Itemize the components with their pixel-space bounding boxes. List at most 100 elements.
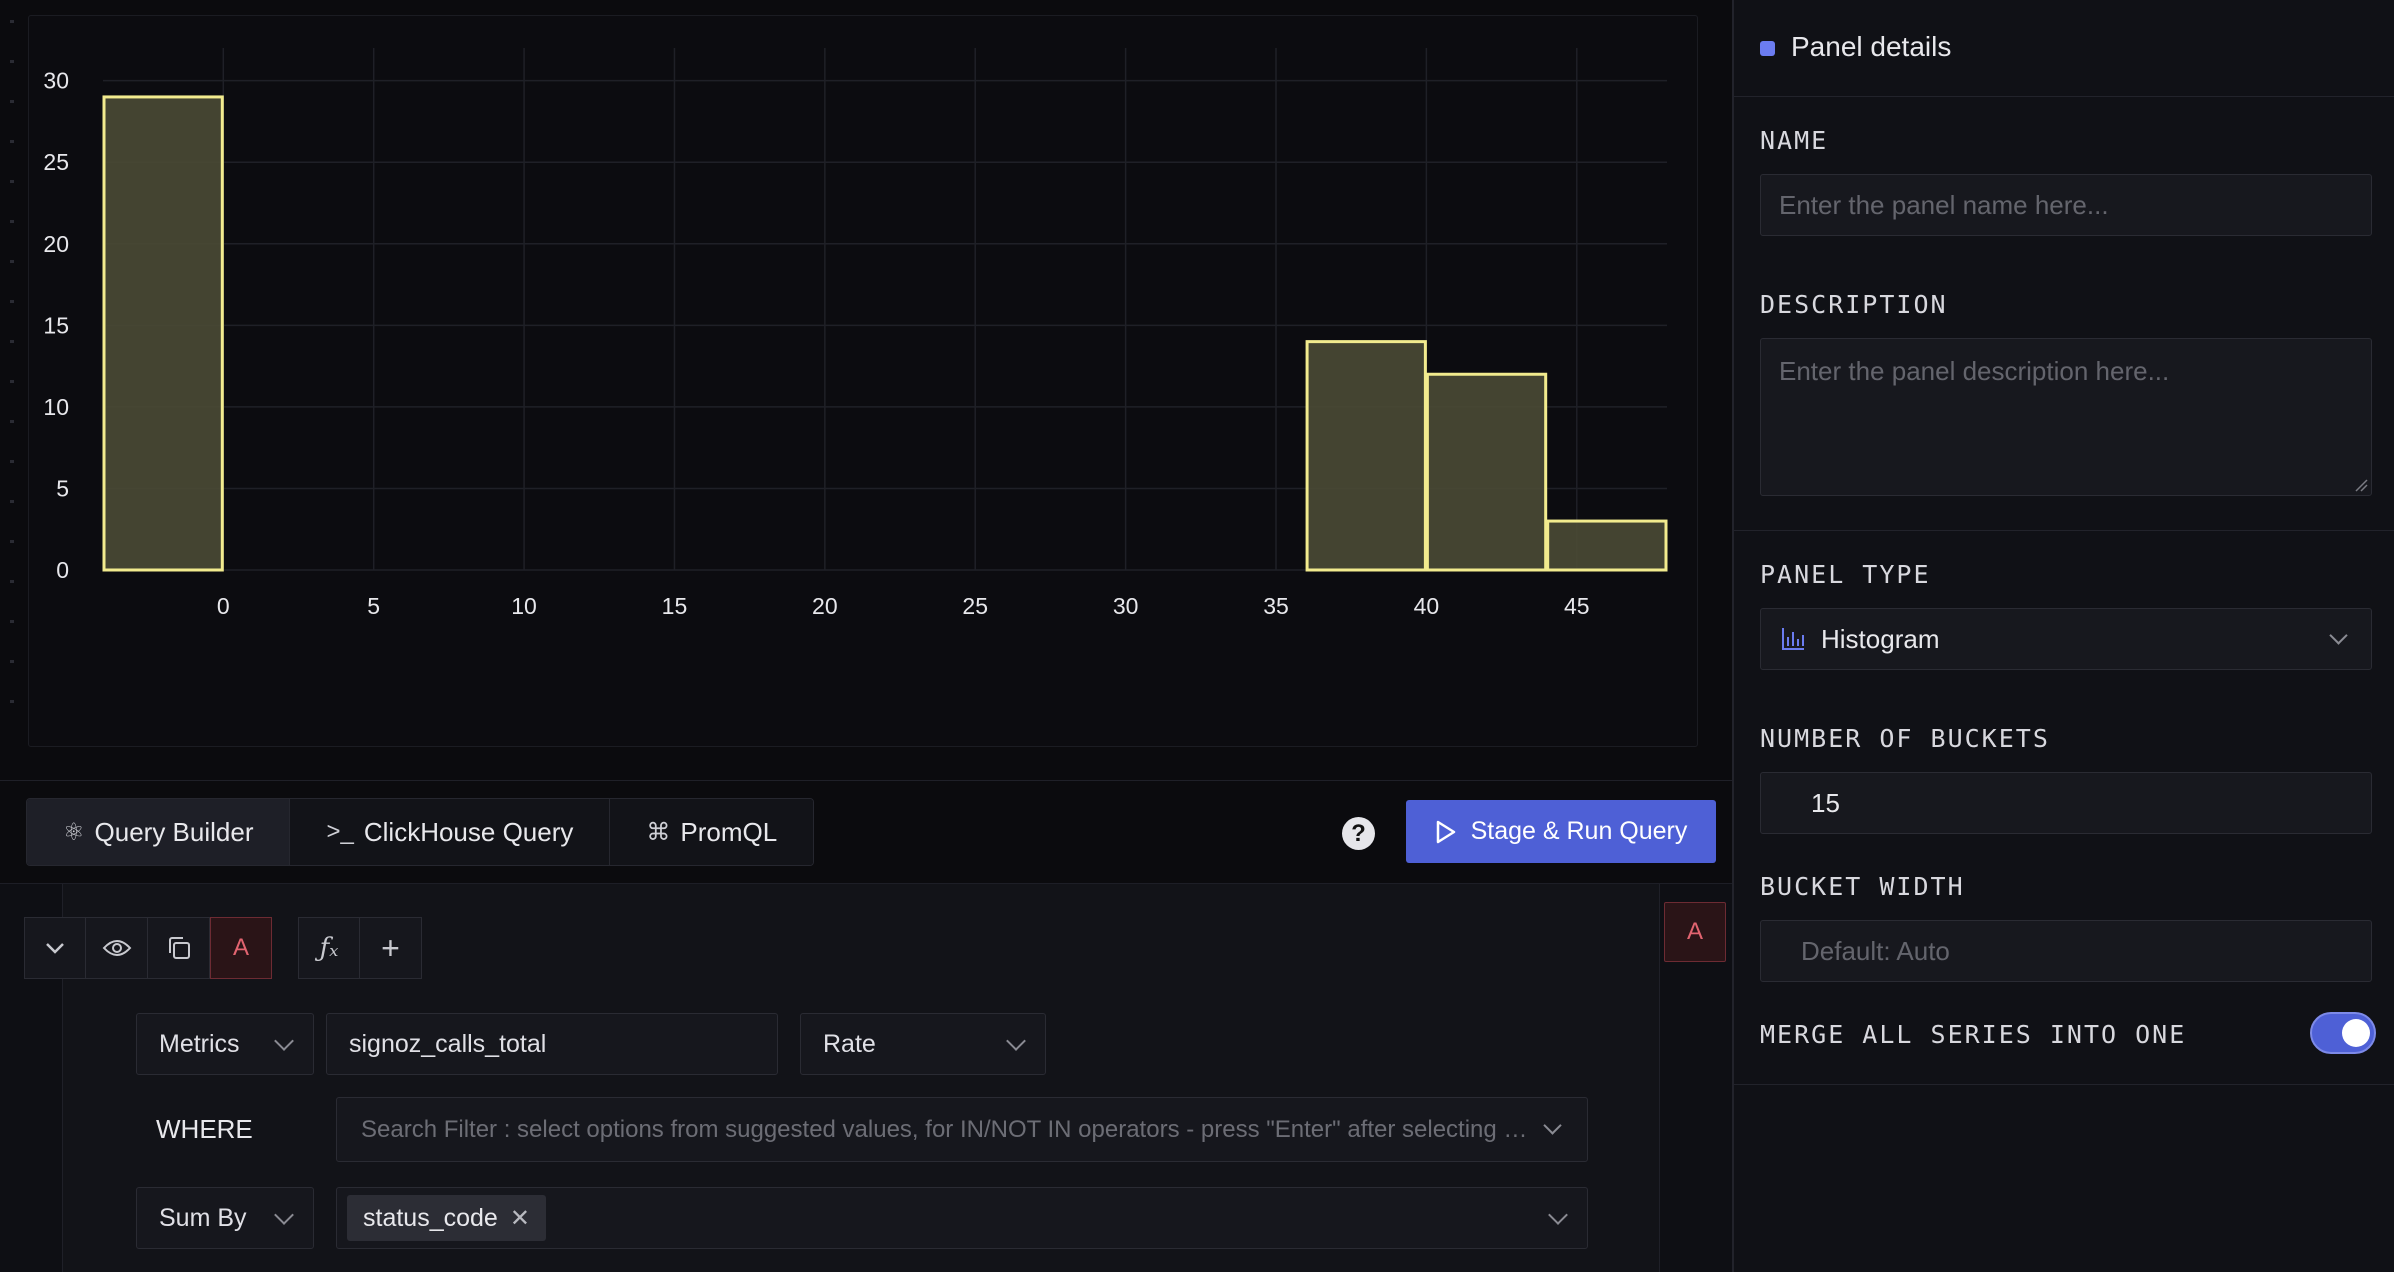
histogram-bar — [1546, 519, 1668, 572]
collapse-query-button[interactable] — [24, 917, 86, 979]
x-tick-label: 30 — [1113, 593, 1139, 619]
query-name-tag[interactable]: A — [210, 917, 272, 979]
aggregate-operator-value: Rate — [823, 1029, 876, 1058]
chevron-down-icon — [2329, 626, 2348, 645]
group-by-operator-select[interactable]: Sum By — [136, 1187, 314, 1249]
metric-name-input[interactable]: signoz_calls_total — [326, 1013, 778, 1075]
chevron-down-icon — [274, 1205, 294, 1225]
y-tick-label: 10 — [43, 394, 69, 420]
copy-icon — [168, 937, 190, 959]
number-of-buckets-value: 15 — [1811, 787, 1840, 818]
group-by-chip-label: status_code — [363, 1203, 498, 1232]
x-tick-label: 15 — [662, 593, 688, 619]
query-actions: A — [24, 917, 272, 981]
y-tick-label: 5 — [56, 475, 69, 501]
terminal-icon: >_ — [326, 818, 354, 845]
number-of-buckets-input[interactable]: 15 — [1760, 772, 2372, 834]
panel-details-header: Panel details — [1734, 0, 2394, 97]
promql-icon: ⌘ — [646, 818, 671, 846]
search-filter-placeholder: Search Filter : select options from sugg… — [361, 1115, 1531, 1143]
description-label: DESCRIPTION — [1760, 290, 1948, 319]
tab-clickhouse-query[interactable]: >_ ClickHouse Query — [290, 799, 611, 865]
add-formula-button[interactable]: ƒₓ — [298, 917, 360, 979]
stage-run-query-button[interactable]: Stage & Run Query — [1406, 800, 1716, 863]
group-by-chip: status_code ✕ — [347, 1195, 546, 1241]
bucket-width-label: BUCKET WIDTH — [1760, 872, 1965, 901]
divider — [1734, 1084, 2394, 1085]
aggregate-operator-select[interactable]: Rate — [800, 1013, 1046, 1075]
chart-svg: 0 5 10 15 20 25 30 0 5 10 15 20 25 30 35 40 45 — [43, 48, 1668, 619]
resize-gutter — [10, 20, 14, 740]
x-tick-label: 20 — [812, 593, 838, 619]
metric-name-value: signoz_calls_total — [349, 1029, 547, 1058]
panel-name-input[interactable]: Enter the panel name here... — [1760, 174, 2372, 236]
histogram-chart: 0 5 10 15 20 25 30 0 5 10 15 20 25 30 35 40 45 — [28, 15, 1698, 747]
group-by-select[interactable]: status_code ✕ — [336, 1187, 1588, 1249]
toggle-visibility-button[interactable] — [86, 917, 148, 979]
x-tick-label: 10 — [511, 593, 537, 619]
y-tick-label: 0 — [56, 557, 69, 583]
tab-query-builder-label: Query Builder — [94, 816, 254, 847]
function-icon: ƒₓ — [319, 933, 339, 963]
tab-clickhouse-label: ClickHouse Query — [363, 816, 574, 847]
group-by-operator-value: Sum By — [159, 1203, 247, 1232]
bucket-width-placeholder: Default: Auto — [1801, 935, 1950, 966]
y-tick-label: 20 — [43, 231, 69, 257]
add-query-button[interactable]: + — [360, 917, 422, 979]
chevron-down-icon — [274, 1031, 294, 1051]
chevron-down-icon — [1006, 1031, 1026, 1051]
atom-icon: ⚛ — [63, 818, 85, 846]
merge-series-toggle[interactable] — [2310, 1012, 2376, 1054]
data-source-value: Metrics — [159, 1029, 240, 1058]
x-tick-label: 5 — [367, 593, 380, 619]
histogram-bar — [1425, 372, 1548, 572]
merge-series-label: MERGE ALL SERIES INTO ONE — [1760, 1020, 2187, 1049]
x-tick-label: 25 — [962, 593, 988, 619]
bucket-width-input[interactable]: Default: Auto — [1760, 920, 2372, 982]
x-tick-label: 45 — [1564, 593, 1590, 619]
name-label: NAME — [1760, 126, 1829, 155]
play-icon — [1436, 820, 1455, 843]
histogram-icon — [1782, 628, 1804, 650]
toggle-knob — [2342, 1019, 2370, 1047]
tab-query-builder[interactable]: ⚛ Query Builder — [27, 799, 291, 865]
histogram-bar — [102, 95, 224, 572]
y-tick-label: 15 — [43, 312, 69, 338]
help-icon[interactable]: ? — [1342, 817, 1375, 850]
chevron-down-icon — [1543, 1116, 1562, 1135]
panel-details-title: Panel details — [1791, 31, 1952, 62]
chevron-down-icon — [1548, 1205, 1568, 1225]
divider — [1734, 530, 2394, 531]
close-icon[interactable]: ✕ — [509, 1204, 530, 1232]
search-filter-input[interactable]: Search Filter : select options from sugg… — [336, 1097, 1588, 1162]
clone-query-button[interactable] — [148, 917, 210, 979]
panel-details-icon — [1760, 41, 1775, 56]
y-tick-label: 25 — [43, 149, 69, 175]
divider — [0, 780, 1732, 781]
histogram-bar — [1305, 340, 1427, 572]
panel-type-value: Histogram — [1821, 623, 1940, 654]
x-tick-label: 40 — [1414, 593, 1440, 619]
query-side-tag[interactable]: A — [1664, 902, 1726, 962]
panel-details-sidebar: Panel details NAME Enter the panel name … — [1732, 0, 2394, 1272]
editor-main: 0 5 10 15 20 25 30 0 5 10 15 20 25 30 35 40 45 ⚛ Query B… — [0, 15, 1732, 1272]
panel-type-label: PANEL TYPE — [1760, 560, 1931, 589]
query-type-tabs: ⚛ Query Builder >_ ClickHouse Query ⌘ Pr… — [26, 798, 815, 866]
x-tick-label: 35 — [1263, 593, 1289, 619]
x-tick-label: 0 — [217, 593, 230, 619]
tab-promql[interactable]: ⌘ PromQL — [610, 799, 814, 865]
chevron-down-icon — [46, 943, 64, 954]
stage-run-query-label: Stage & Run Query — [1470, 817, 1688, 845]
panel-name-placeholder: Enter the panel name here... — [1779, 189, 2109, 220]
y-tick-label: 30 — [43, 68, 69, 94]
panel-description-placeholder: Enter the panel description here... — [1779, 356, 2170, 386]
panel-type-select[interactable]: Histogram — [1760, 608, 2372, 670]
resize-handle-icon[interactable] — [2354, 478, 2368, 492]
panel-description-textarea[interactable]: Enter the panel description here... — [1760, 338, 2372, 496]
eye-icon — [102, 940, 131, 956]
data-source-select[interactable]: Metrics — [136, 1013, 314, 1075]
tab-promql-label: PromQL — [680, 816, 778, 847]
number-of-buckets-label: NUMBER OF BUCKETS — [1760, 724, 2050, 753]
plus-icon: + — [381, 929, 400, 966]
